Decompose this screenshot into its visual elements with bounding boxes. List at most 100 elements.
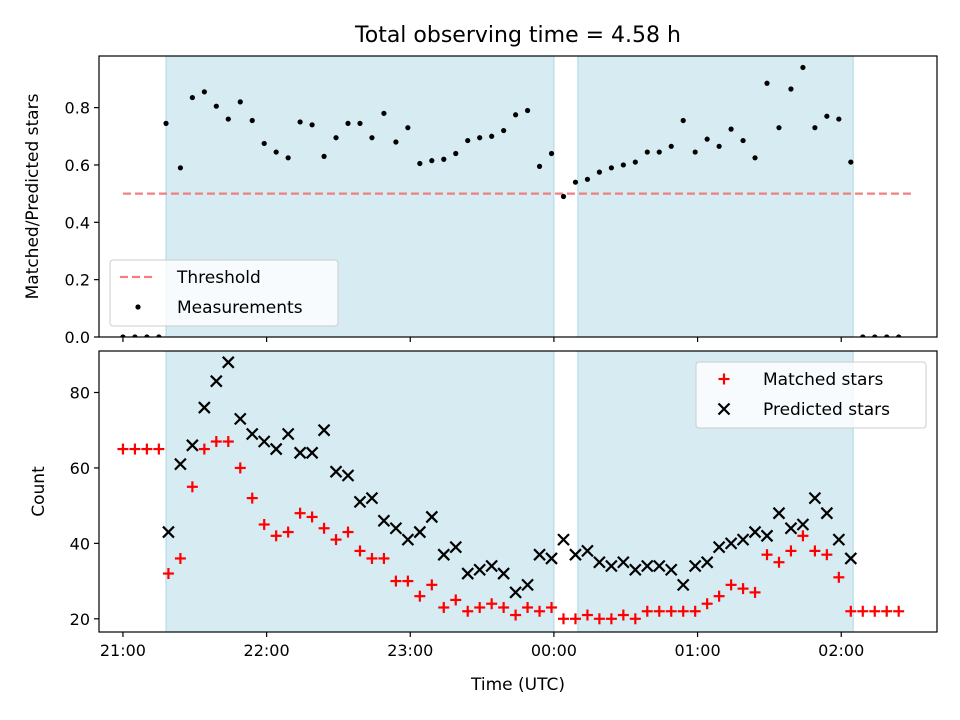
data-point [629, 563, 642, 577]
data-point [845, 605, 857, 617]
data-point [740, 137, 746, 144]
data-point [629, 613, 641, 625]
data-point [294, 507, 306, 519]
data-point [632, 159, 638, 165]
data-point [860, 334, 866, 337]
data-point [761, 549, 773, 561]
data-point [869, 605, 881, 617]
data-point [186, 481, 198, 493]
data-point [222, 356, 235, 369]
legend: Matched stars Predicted stars [695, 361, 927, 429]
data-point [833, 571, 845, 583]
data-point [680, 117, 686, 124]
data-point [285, 155, 291, 161]
data-point [836, 116, 842, 122]
data-point [764, 80, 770, 86]
data-point [225, 116, 231, 122]
data-point [704, 136, 710, 142]
data-point [309, 122, 315, 128]
data-point [293, 446, 307, 460]
data-point [821, 549, 833, 561]
data-point [893, 605, 905, 617]
x-tick-label: 02:00 [818, 641, 864, 660]
data-point [572, 179, 579, 185]
y-axis-label: Matched/Predicted stars [23, 93, 43, 299]
data-point [281, 427, 295, 441]
data-point [174, 552, 186, 564]
data-point [617, 609, 629, 621]
data-point [820, 506, 834, 520]
data-point [465, 137, 471, 144]
data-point [773, 556, 785, 568]
data-point [712, 540, 726, 554]
y-tick-label: 0.8 [65, 99, 90, 118]
data-point [213, 103, 219, 109]
data-point [369, 135, 375, 141]
data-point [417, 160, 423, 167]
data-point [593, 613, 605, 625]
data-point [438, 601, 450, 613]
y-tick-label: 0.4 [65, 213, 90, 232]
data-point [796, 518, 810, 531]
data-point [245, 427, 259, 441]
data-point [501, 127, 507, 134]
data-point [365, 491, 379, 505]
data-point [249, 117, 255, 124]
data-point [353, 495, 367, 509]
data-point [881, 605, 893, 617]
series-predicted-stars [162, 356, 858, 599]
data-point [453, 150, 459, 157]
data-point [749, 586, 761, 598]
data-point [521, 578, 534, 592]
data-point [405, 125, 411, 131]
data-point [163, 120, 169, 126]
y-tick-label: 0.2 [65, 271, 90, 290]
data-point [474, 601, 486, 613]
data-point [724, 537, 738, 550]
data-point [341, 469, 355, 482]
data-point [156, 334, 162, 337]
data-point [189, 94, 195, 101]
data-point [153, 443, 165, 455]
data-point [201, 89, 207, 95]
x-tick-label: 21:00 [100, 641, 146, 660]
data-point [120, 334, 126, 337]
data-point [546, 601, 558, 613]
data-point [270, 530, 282, 542]
data-point [258, 519, 270, 531]
data-point [605, 559, 618, 573]
series-measurements [120, 64, 902, 337]
data-point [808, 491, 822, 505]
data-point [884, 334, 890, 337]
data-point [872, 334, 878, 337]
data-point [664, 563, 678, 577]
x-tick-label: 00:00 [531, 641, 577, 660]
data-point [306, 511, 318, 523]
data-point [282, 526, 294, 538]
data-point [132, 334, 138, 337]
data-point [162, 568, 174, 580]
y-tick-label: 60 [70, 459, 90, 478]
data-point [620, 162, 626, 168]
data-point [329, 465, 343, 478]
data-point [652, 559, 666, 573]
y-axis-label: Count [29, 466, 49, 517]
data-point [848, 159, 854, 165]
legend-box [695, 361, 927, 429]
data-point [560, 193, 567, 200]
data-point [533, 548, 546, 561]
data-point [498, 601, 510, 613]
data-point [393, 139, 399, 145]
data-point [784, 521, 798, 535]
x-tick-label: 01:00 [675, 641, 721, 660]
axes-frame [98, 350, 938, 633]
data-point [617, 555, 630, 569]
axes-frame [98, 55, 938, 338]
data-point [321, 153, 327, 159]
data-point [186, 439, 199, 452]
data-point [261, 140, 267, 147]
data-point [437, 548, 451, 561]
y-tick-label: 0.0 [65, 328, 90, 347]
x-axis-label: Time (UTC) [470, 675, 565, 695]
data-point [736, 533, 750, 546]
